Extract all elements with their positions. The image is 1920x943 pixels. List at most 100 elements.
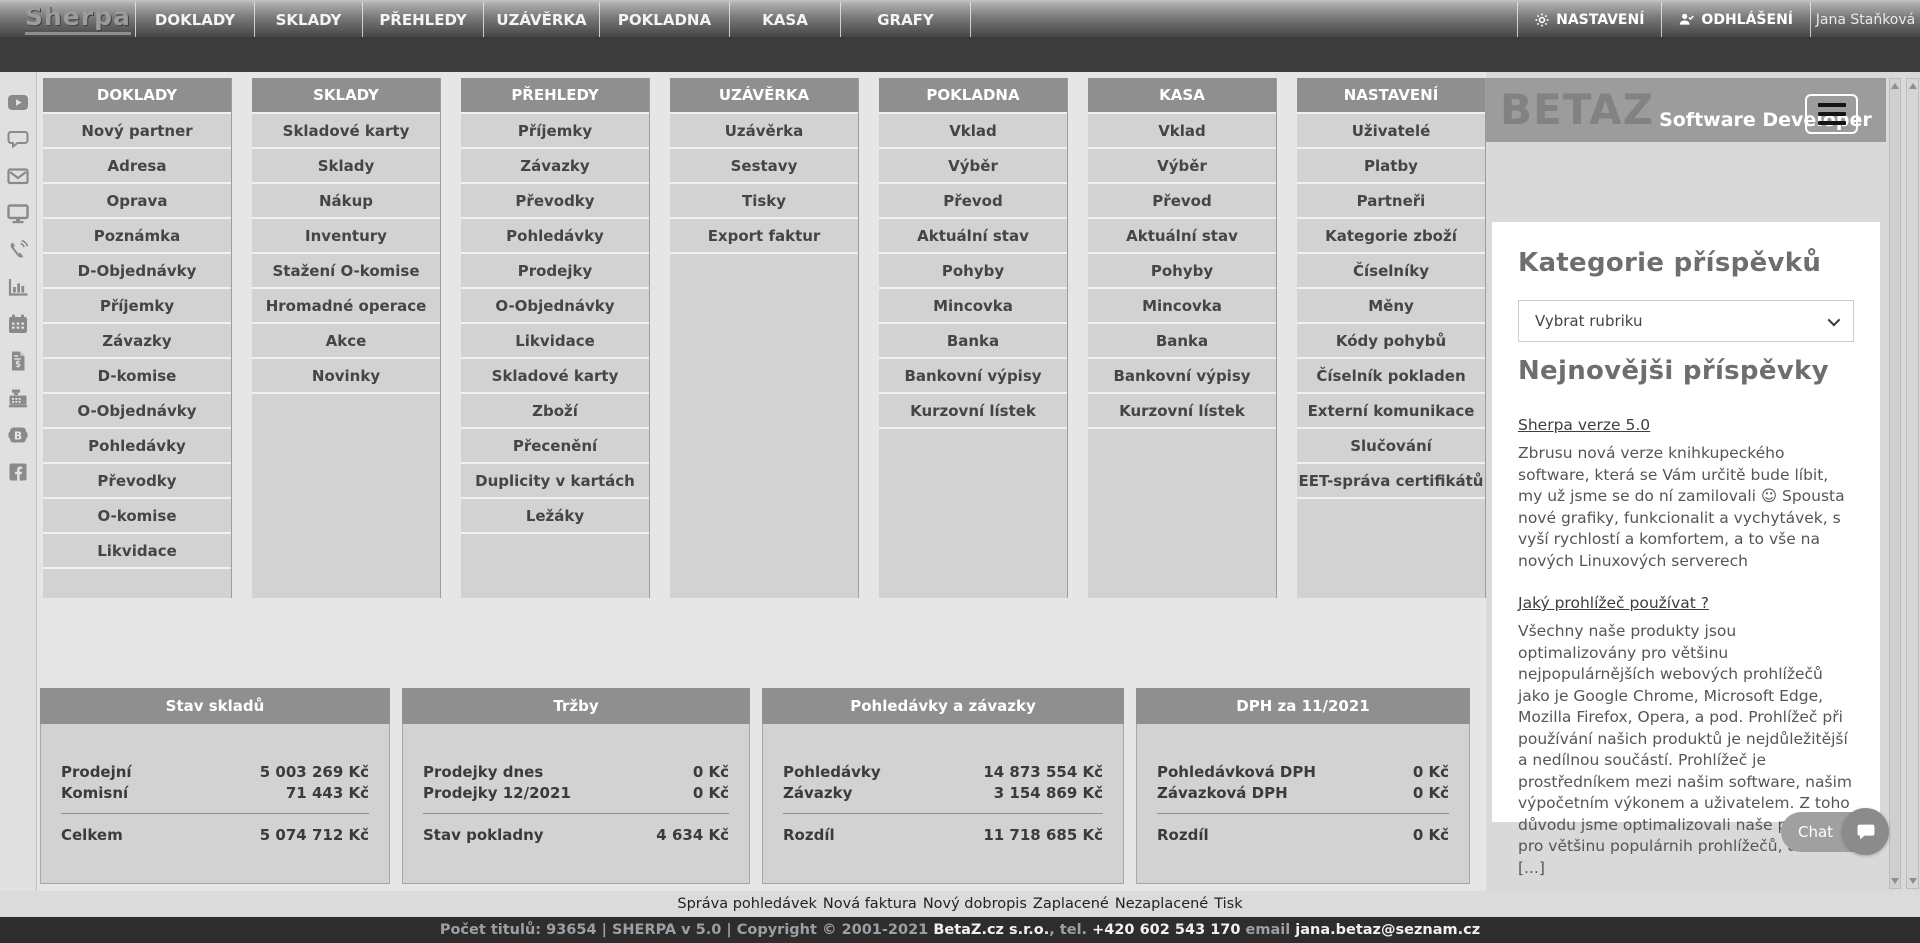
menu-item-duplicity-v-kartach[interactable]: Duplicity v kartách xyxy=(461,464,649,499)
youtube-icon[interactable] xyxy=(6,90,30,114)
menu-item-hromadne-operace[interactable]: Hromadné operace xyxy=(252,289,440,324)
menu-item-eet-sprava-certifikatu[interactable]: EET-správa certifikátů xyxy=(1297,464,1485,499)
nav-kasa[interactable]: KASA xyxy=(730,2,841,37)
menu-item-likvidace[interactable]: Likvidace xyxy=(43,534,231,569)
widget-scrollbar[interactable] xyxy=(1889,78,1901,889)
menu-item-mincovka[interactable]: Mincovka xyxy=(879,289,1067,324)
menu-item-bankovni-vypisy[interactable]: Bankovní výpisy xyxy=(1088,359,1276,394)
mail-icon[interactable] xyxy=(6,164,30,188)
menu-item-prevod[interactable]: Převod xyxy=(879,184,1067,219)
footer-link-nezaplacene[interactable]: Nezaplacené xyxy=(1114,896,1209,912)
logout-button[interactable]: ODHLÁŠENÍ xyxy=(1661,2,1810,37)
menu-item-vyber[interactable]: Výběr xyxy=(1088,149,1276,184)
menu-item-externi-komunikace[interactable]: Externí komunikace xyxy=(1297,394,1485,429)
menu-item-lezaky[interactable]: Ležáky xyxy=(461,499,649,534)
menu-item-uzivatele[interactable]: Uživatelé xyxy=(1297,114,1485,149)
menu-item-pohyby[interactable]: Pohyby xyxy=(1088,254,1276,289)
menu-item-banka[interactable]: Banka xyxy=(879,324,1067,359)
menu-item-prevodky[interactable]: Převodky xyxy=(461,184,649,219)
footer-link-nova-faktura[interactable]: Nová faktura xyxy=(822,896,917,912)
nav-prehledy[interactable]: PŘEHLEDY xyxy=(363,2,484,37)
menu-item-meny[interactable]: Měny xyxy=(1297,289,1485,324)
menu-item-pohledavky[interactable]: Pohledávky xyxy=(43,429,231,464)
menu-item-prodejky[interactable]: Prodejky xyxy=(461,254,649,289)
menu-item-platby[interactable]: Platby xyxy=(1297,149,1485,184)
facebook-icon[interactable] xyxy=(6,460,30,484)
menu-item-akce[interactable]: Akce xyxy=(252,324,440,359)
menu-item-prijemky[interactable]: Příjemky xyxy=(461,114,649,149)
post-link-jaky-prohlizec-pouzivat[interactable]: Jaký prohlížeč používat ? xyxy=(1518,594,1709,612)
settings-button[interactable]: NASTAVENÍ xyxy=(1517,2,1661,37)
menu-item-vyber[interactable]: Výběr xyxy=(879,149,1067,184)
menu-item-mincovka[interactable]: Mincovka xyxy=(1088,289,1276,324)
menu-item-poznamka[interactable]: Poznámka xyxy=(43,219,231,254)
menu-item-aktualni-stav[interactable]: Aktuální stav xyxy=(879,219,1067,254)
footer-link-novy-dobropis[interactable]: Nový dobropis xyxy=(922,896,1027,912)
chat-widget[interactable]: Chat xyxy=(1781,808,1889,855)
menu-item-o-komise[interactable]: O-komise xyxy=(43,499,231,534)
menu-item-kategorie-zbozi[interactable]: Kategorie zboží xyxy=(1297,219,1485,254)
chart-icon[interactable] xyxy=(6,275,30,299)
menu-item-pohyby[interactable]: Pohyby xyxy=(879,254,1067,289)
monitor-icon[interactable] xyxy=(6,201,30,225)
menu-item-novinky[interactable]: Novinky xyxy=(252,359,440,394)
phone-icon[interactable] xyxy=(6,238,30,262)
nav-uzaverka[interactable]: UZÁVĚRKA xyxy=(484,2,600,37)
menu-item-ciselnik-pokladen[interactable]: Číselník pokladen xyxy=(1297,359,1485,394)
app-logo[interactable]: Sherpa xyxy=(0,2,135,37)
menu-item-tisky[interactable]: Tisky xyxy=(670,184,858,219)
menu-item-export-faktur[interactable]: Export faktur xyxy=(670,219,858,254)
cash-register-icon[interactable] xyxy=(6,386,30,410)
menu-item-prevodky[interactable]: Převodky xyxy=(43,464,231,499)
menu-item-prijemky[interactable]: Příjemky xyxy=(43,289,231,324)
menu-item-sestavy[interactable]: Sestavy xyxy=(670,149,858,184)
menu-item-preceneni[interactable]: Přecenění xyxy=(461,429,649,464)
menu-item-zbozi[interactable]: Zboží xyxy=(461,394,649,429)
menu-item-kurzovni-listek[interactable]: Kurzovní lístek xyxy=(1088,394,1276,429)
menu-item-pohledavky[interactable]: Pohledávky xyxy=(461,219,649,254)
nav-pokladna[interactable]: POKLADNA xyxy=(600,2,730,37)
betaz-icon[interactable]: B xyxy=(6,423,30,447)
menu-item-ciselniky[interactable]: Číselníky xyxy=(1297,254,1485,289)
menu-item-inventury[interactable]: Inventury xyxy=(252,219,440,254)
calendar-icon[interactable] xyxy=(6,312,30,336)
invoice-icon[interactable]: $ xyxy=(6,349,30,373)
menu-item-slucovani[interactable]: Slučování xyxy=(1297,429,1485,464)
menu-item-o-objednavky[interactable]: O-Objednávky xyxy=(43,394,231,429)
menu-item-kody-pohybu[interactable]: Kódy pohybů xyxy=(1297,324,1485,359)
menu-item-partneri[interactable]: Partneři xyxy=(1297,184,1485,219)
menu-item-adresa[interactable]: Adresa xyxy=(43,149,231,184)
menu-item-skladove-karty[interactable]: Skladové karty xyxy=(461,359,649,394)
nav-doklady[interactable]: DOKLADY xyxy=(135,2,255,37)
page-scrollbar[interactable] xyxy=(1906,78,1919,889)
menu-item-d-objednavky[interactable]: D-Objednávky xyxy=(43,254,231,289)
menu-item-o-objednavky[interactable]: O-Objednávky xyxy=(461,289,649,324)
menu-item-banka[interactable]: Banka xyxy=(1088,324,1276,359)
menu-item-bankovni-vypisy[interactable]: Bankovní výpisy xyxy=(879,359,1067,394)
nav-sklady[interactable]: SKLADY xyxy=(255,2,363,37)
menu-item-likvidace[interactable]: Likvidace xyxy=(461,324,649,359)
menu-item-sklady[interactable]: Sklady xyxy=(252,149,440,184)
menu-item-stazeni-o-komise[interactable]: Stažení O-komise xyxy=(252,254,440,289)
menu-item-kurzovni-listek[interactable]: Kurzovní lístek xyxy=(879,394,1067,429)
menu-item-skladove-karty[interactable]: Skladové karty xyxy=(252,114,440,149)
footer-link-tisk[interactable]: Tisk xyxy=(1214,896,1243,912)
menu-item-nakup[interactable]: Nákup xyxy=(252,184,440,219)
menu-item-aktualni-stav[interactable]: Aktuální stav xyxy=(1088,219,1276,254)
comment-icon[interactable] xyxy=(6,127,30,151)
menu-item-uzaverka[interactable]: Uzávěrka xyxy=(670,114,858,149)
menu-item-vklad[interactable]: Vklad xyxy=(1088,114,1276,149)
hamburger-menu-button[interactable] xyxy=(1805,94,1858,134)
menu-item-d-komise[interactable]: D-komise xyxy=(43,359,231,394)
nav-grafy[interactable]: GRAFY xyxy=(841,2,971,37)
category-select[interactable]: Vybrat rubriku xyxy=(1518,300,1854,342)
menu-item-zavazky[interactable]: Závazky xyxy=(461,149,649,184)
footer-link-zaplacene[interactable]: Zaplacené xyxy=(1032,896,1109,912)
footer-link-sprava-pohledavek[interactable]: Správa pohledávek xyxy=(677,896,817,912)
menu-item-novy-partner[interactable]: Nový partner xyxy=(43,114,231,149)
menu-item-oprava[interactable]: Oprava xyxy=(43,184,231,219)
menu-item-prevod[interactable]: Převod xyxy=(1088,184,1276,219)
menu-item-zavazky[interactable]: Závazky xyxy=(43,324,231,359)
menu-item-vklad[interactable]: Vklad xyxy=(879,114,1067,149)
post-link-sherpa-verze-5-0[interactable]: Sherpa verze 5.0 xyxy=(1518,416,1651,434)
